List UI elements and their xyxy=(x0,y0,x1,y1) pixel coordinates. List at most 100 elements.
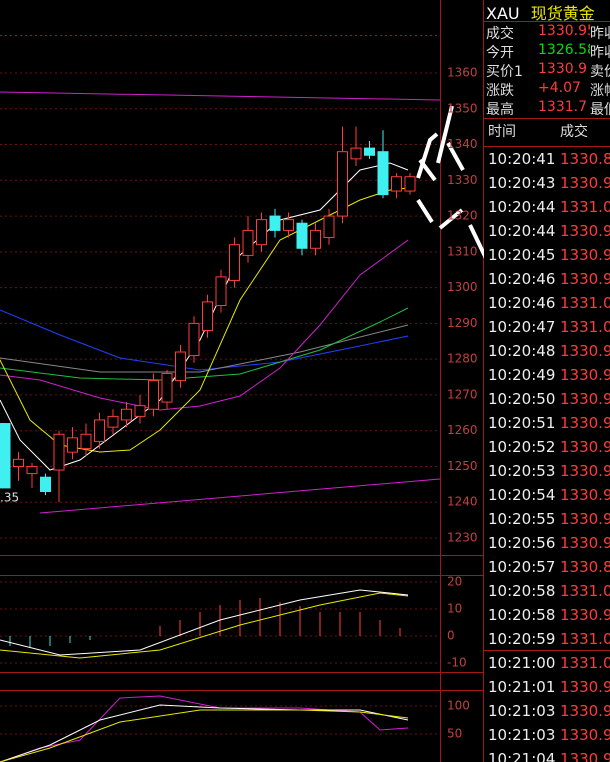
trade-time: 10:21:00 xyxy=(488,654,556,672)
candle-body xyxy=(215,276,227,306)
quote-side-label: 卖价 xyxy=(590,61,610,81)
price-tick-label: 1290 xyxy=(447,316,478,330)
trade-time: 10:21:01 xyxy=(488,678,556,696)
price-tick-label: 1360 xyxy=(447,66,478,80)
candle-body xyxy=(107,415,119,428)
candle-body xyxy=(0,423,11,489)
trade-price: 1330.8 xyxy=(560,150,610,168)
trade-time: 10:20:46 xyxy=(488,270,556,288)
trade-time: 10:20:55 xyxy=(488,510,556,528)
trade-price: 1331.0 xyxy=(560,630,610,648)
trade-time: 10:20:56 xyxy=(488,534,556,552)
trade-price: 1330.9 xyxy=(560,390,610,408)
symbol-header: XAU 现货黄金 xyxy=(486,0,595,24)
quote-value: 1331.7 xyxy=(538,99,587,115)
price-tick-label: 1230 xyxy=(447,531,478,545)
quote-label: 成交 xyxy=(486,26,514,42)
candle-body xyxy=(350,147,362,160)
trade-time: 10:21:04 xyxy=(488,750,556,762)
candle-body xyxy=(80,433,92,450)
candle-body xyxy=(53,433,65,471)
trade-price: 1330.9 xyxy=(560,462,610,480)
quote-value: 1326.58 xyxy=(538,42,596,58)
trade-price: 1331.0 xyxy=(560,654,610,672)
trade-price: 1330.9 xyxy=(560,222,610,240)
quote-side-label: 涨幅 xyxy=(590,80,610,100)
quote-label: 买价1 xyxy=(486,64,523,80)
price-tick-label: 1320 xyxy=(447,209,478,223)
trade-price: 1331.0 xyxy=(560,198,610,216)
candle-body xyxy=(202,301,213,332)
price-tick-label: 1350 xyxy=(447,101,478,115)
trade-time: 10:20:58 xyxy=(488,606,556,624)
trade-time: 10:20:47 xyxy=(488,318,556,336)
candle-body xyxy=(161,372,173,403)
trade-time: 10:20:54 xyxy=(488,486,556,504)
kdj-lines xyxy=(0,695,409,762)
trade-time: 10:20:58 xyxy=(488,582,556,600)
candle-body xyxy=(269,215,281,231)
candle-body xyxy=(188,322,200,357)
candle-body xyxy=(337,151,348,217)
trade-price: 1330.9 xyxy=(560,606,610,624)
trade-time: 10:20:48 xyxy=(488,342,556,360)
candle-body xyxy=(121,408,132,421)
price-tick-label: 1300 xyxy=(447,280,478,294)
trade-price: 1331.0 xyxy=(560,318,610,336)
price-tick-label: 1340 xyxy=(447,137,478,151)
trade-price: 1331.0 xyxy=(560,582,610,600)
candles xyxy=(0,126,416,503)
trade-time: 10:21:03 xyxy=(488,726,556,744)
trade-price: 1330.9 xyxy=(560,510,610,528)
trade-price: 1330.9 xyxy=(560,726,610,744)
trade-price: 1330.9 xyxy=(560,414,610,432)
trade-price: 1331.0 xyxy=(560,294,610,312)
candle-body xyxy=(404,176,416,192)
trade-price: 1330.9 xyxy=(560,534,610,552)
trade-price: 1330.9 xyxy=(560,486,610,504)
trade-price: 1330.9 xyxy=(560,342,610,360)
sub-tick-label: 50 xyxy=(447,727,462,741)
arrows xyxy=(416,105,484,259)
candle-body xyxy=(296,222,308,249)
price-tick-label: 1280 xyxy=(447,352,478,366)
trade-time: 10:20:57 xyxy=(488,558,556,576)
price-tick-label: 1260 xyxy=(447,423,478,437)
candle-body xyxy=(26,465,38,475)
candle-body xyxy=(67,437,78,453)
quote-side-label: 最低 xyxy=(590,99,610,119)
trade-time: 10:20:46 xyxy=(488,294,556,312)
quote-label: 涨跌 xyxy=(486,83,514,99)
trade-time: 10:21:03 xyxy=(488,702,556,720)
price-tick-label: 1330 xyxy=(447,173,478,187)
quote-label: 最高 xyxy=(486,102,514,118)
sub-tick-label: -10 xyxy=(447,656,467,670)
price-tick-label: 1250 xyxy=(447,459,478,473)
trade-time: 10:20:43 xyxy=(488,174,556,192)
sub-tick-label: 0 xyxy=(447,629,455,643)
candle-body xyxy=(175,351,186,382)
trade-price: 1330.9 xyxy=(560,270,610,288)
quote-side-label: 昨收 xyxy=(590,23,610,43)
frame xyxy=(0,0,484,762)
sub-tick-label: 20 xyxy=(447,575,462,589)
candle-body xyxy=(364,147,375,156)
trade-time: 10:20:50 xyxy=(488,390,556,408)
macd-neg-bars xyxy=(9,636,91,648)
trade-price: 1330.9 xyxy=(560,174,610,192)
trade-time: 10:20:44 xyxy=(488,222,556,240)
divider xyxy=(484,118,610,119)
trade-time: 10:20:59 xyxy=(488,630,556,648)
low-label: .35 xyxy=(0,491,19,505)
divider xyxy=(484,650,610,651)
trade-price: 1330.9 xyxy=(560,750,610,762)
price-tick-label: 1270 xyxy=(447,387,478,401)
candle-body xyxy=(310,229,321,249)
instrument-name: 现货黄金 xyxy=(530,4,595,23)
trade-price: 1330.9 xyxy=(560,366,610,384)
trade-time: 10:20:44 xyxy=(488,198,556,216)
col-price: 成交 xyxy=(560,124,588,140)
trade-time: 10:20:53 xyxy=(488,462,556,480)
quote-side-label: 昨收 xyxy=(590,42,610,62)
